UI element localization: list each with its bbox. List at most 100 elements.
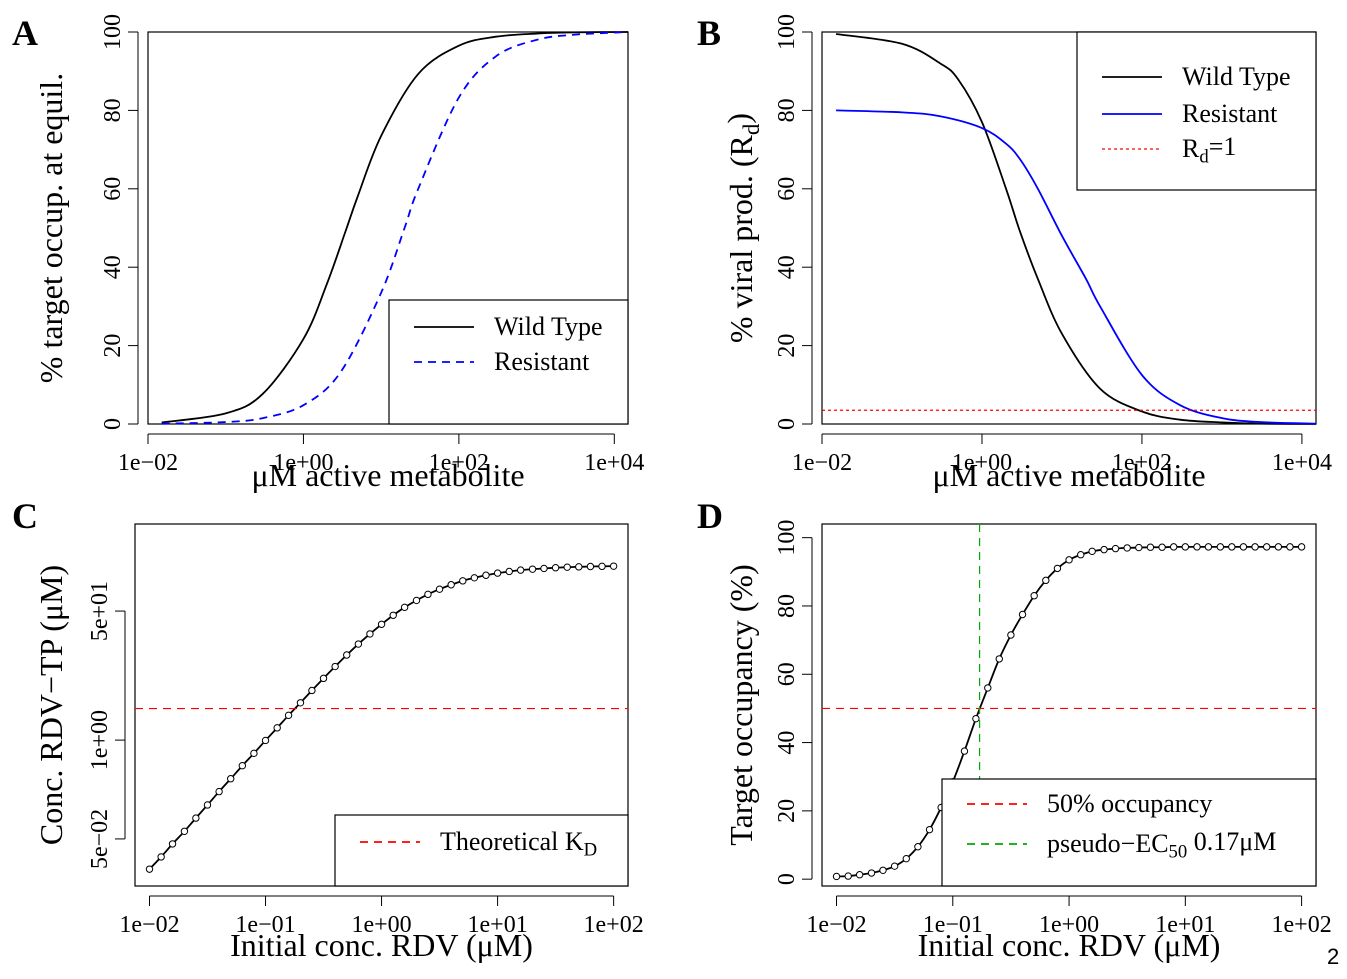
- data-point: [319, 674, 328, 683]
- x-tick-label: 1e−02: [118, 450, 178, 476]
- y-axis-title: % viral prod. (Rd): [720, 113, 764, 343]
- data-point: [1251, 543, 1259, 551]
- y-tick-label: 20: [100, 334, 126, 358]
- data-point: [1274, 543, 1283, 551]
- data-point: [914, 843, 922, 851]
- data-point: [1135, 543, 1143, 552]
- data-point: [925, 825, 934, 834]
- data-point: [844, 872, 852, 880]
- data-point: [343, 651, 351, 659]
- panel-a: A 1e−02 1e+00 1e+02 1e+04 0 20 40 60 80 100 μM acti…: [12, 13, 644, 493]
- data-point: [192, 814, 200, 822]
- data-point: [1077, 551, 1085, 559]
- data-point: [1263, 543, 1271, 551]
- panel-letter: D: [697, 496, 723, 536]
- legend-label: Rd=1: [1182, 132, 1236, 168]
- data-point: [424, 590, 432, 599]
- data-point: [284, 711, 293, 720]
- y-tick-label: 40: [774, 731, 800, 755]
- data-point: [609, 562, 618, 570]
- x-tick-label: 1e+04: [1272, 450, 1332, 476]
- data-point: [261, 736, 270, 745]
- y-tick-label: 0: [774, 873, 800, 885]
- data-point: [563, 563, 571, 571]
- data-point: [400, 603, 409, 612]
- series-line-0: [835, 33, 1317, 425]
- data-point: [157, 853, 165, 861]
- legend-label: Resistant: [1182, 99, 1278, 128]
- x-tick-label: 1e+01: [468, 912, 528, 938]
- data-point: [493, 569, 502, 577]
- legend-box: [334, 814, 629, 887]
- y-tick-label: 20: [774, 799, 800, 823]
- data-point: [1065, 556, 1073, 564]
- x-axis-title: μM active metabolite: [251, 457, 524, 493]
- plot-frame: [147, 31, 629, 425]
- data-point: [960, 747, 969, 755]
- legend: 50% occupancy pseudo−EC50 0.17μM: [941, 778, 1317, 887]
- panel-b: B 1e−02 1e+00 1e+02 1e+04 0 20 40 60 80 100 μM acti…: [697, 13, 1332, 493]
- legend-label: Wild Type: [1182, 62, 1291, 91]
- data-point: [1216, 543, 1225, 551]
- panel-d: D 1e−02 1e−01 1e+00 1e+01 1e+02 0 20 40 60 80 100 In…: [697, 496, 1332, 963]
- plot-frame: [821, 31, 1317, 425]
- data-point: [331, 662, 339, 671]
- x-tick-label: 1e−01: [923, 912, 983, 938]
- data-point: [1297, 543, 1306, 551]
- legend-box: [941, 778, 1317, 887]
- x-tick-label: 1e+02: [1272, 912, 1332, 938]
- data-point: [551, 564, 560, 572]
- y-tick-label: 20: [774, 334, 800, 358]
- legend: Wild Type Resistant: [388, 299, 629, 425]
- data-point: [867, 869, 876, 877]
- data-point: [984, 684, 992, 692]
- data-point: [1018, 610, 1027, 619]
- x-tick-label: 1e+04: [584, 450, 644, 476]
- series-line-0: [161, 31, 629, 424]
- data-point: [1088, 547, 1096, 556]
- data-point: [598, 562, 606, 571]
- y-tick-label: 80: [774, 594, 800, 618]
- x-tick-label: 1e+02: [429, 450, 489, 476]
- data-point: [1030, 592, 1038, 600]
- data-point: [366, 630, 374, 638]
- legend-box: [1076, 31, 1317, 191]
- y-tick-label: 40: [100, 255, 126, 279]
- x-axis-title: Initial conc. RDV (μM): [230, 927, 533, 963]
- x-tick-label: 1e+00: [952, 450, 1012, 476]
- x-tick-label: 1e−02: [119, 912, 179, 938]
- data-point: [1111, 544, 1120, 553]
- data-point: [168, 840, 177, 848]
- data-point: [180, 827, 189, 835]
- y-tick-label: 5e+01: [87, 581, 113, 641]
- data-point: [540, 564, 548, 573]
- panel-letter: B: [697, 13, 721, 53]
- data-point: [586, 562, 595, 571]
- data-point: [354, 640, 363, 648]
- x-axis-title: μM active metabolite: [932, 457, 1205, 493]
- y-tick-label: 80: [100, 98, 126, 122]
- data-point: [203, 801, 212, 809]
- x-tick-label: 1e+00: [1039, 912, 1099, 938]
- data-point: [308, 686, 316, 695]
- legend-label: pseudo−EC50 0.17μM: [1047, 827, 1276, 863]
- data-point: [459, 577, 467, 585]
- x-tick-label: 1e+00: [351, 912, 411, 938]
- data-point: [972, 714, 980, 723]
- data-point: [482, 571, 490, 579]
- y-tick-label: 100: [100, 14, 126, 50]
- data-point: [902, 854, 910, 863]
- legend-label: Resistant: [494, 347, 590, 376]
- y-tick-label: 0: [774, 418, 800, 430]
- data-point: [1169, 543, 1178, 551]
- series-line-1: [161, 31, 629, 425]
- x-tick-label: 1e−01: [235, 912, 295, 938]
- y-tick-label: 1e+00: [87, 710, 113, 770]
- y-axis-title: Target occupancy (%): [723, 564, 759, 845]
- y-tick-label: 80: [774, 98, 800, 122]
- y-tick-label: 60: [100, 177, 126, 201]
- x-tick-label: 1e+02: [584, 912, 644, 938]
- data-point: [1042, 576, 1050, 585]
- x-tick-label: 1e−02: [792, 450, 852, 476]
